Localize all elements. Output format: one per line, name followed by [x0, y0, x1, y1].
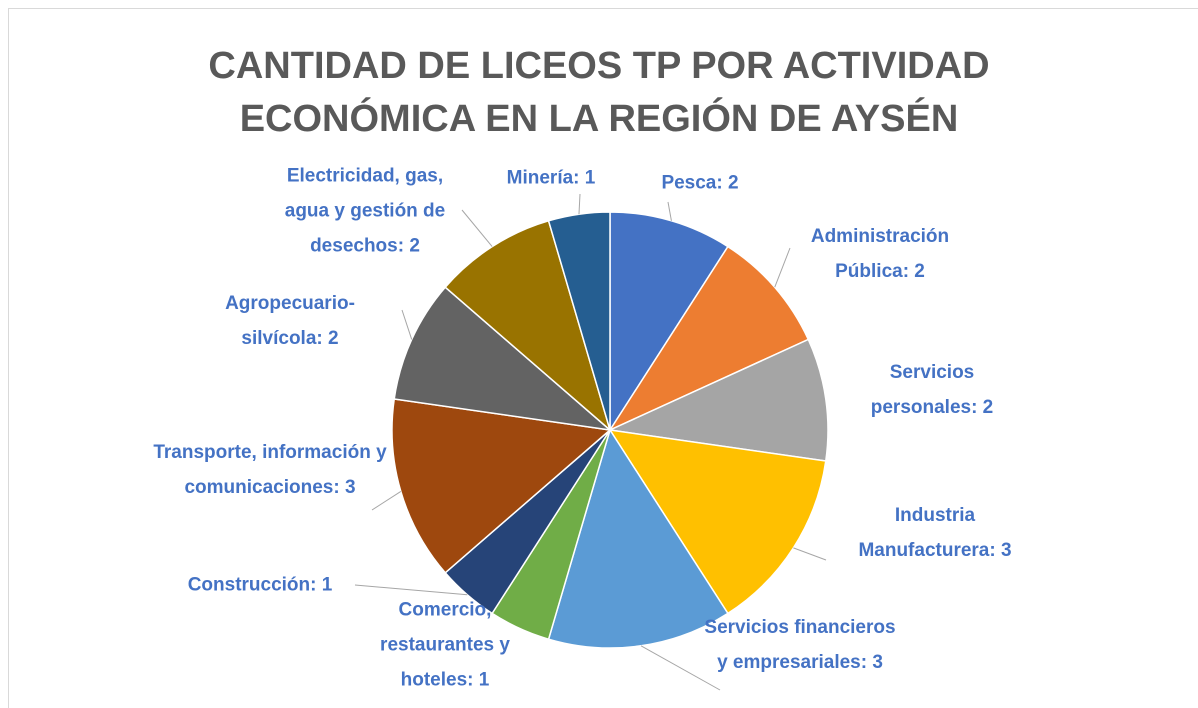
chart-title: CANTIDAD DE LICEOS TP POR ACTIVIDAD ECON… — [208, 45, 990, 140]
data-label: Agropecuario-silvícola: 2 — [225, 293, 355, 349]
leader-line — [461, 209, 493, 247]
data-label: Industria Manufacturera: 3 — [858, 505, 1012, 561]
pie-slice — [607, 245, 810, 432]
data-label: Electricidad, gas, agua y gestión de des… — [284, 165, 446, 257]
leader-line — [667, 201, 672, 221]
data-label: Servicios personales: 2 — [870, 362, 994, 418]
pie-slice — [547, 211, 611, 431]
leader-line — [371, 490, 402, 511]
leader-line — [793, 547, 827, 561]
data-label: Construcción: 1 — [187, 574, 333, 596]
leader-line — [401, 309, 413, 340]
data-label: Administración Pública: 2 — [810, 226, 950, 282]
leader-line — [578, 193, 581, 215]
data-label: Comercio, restaurantes y hoteles: 1 — [380, 599, 510, 691]
data-label: Minería: 1 — [506, 167, 596, 189]
pie-slice — [444, 219, 612, 433]
pie-slice — [391, 398, 612, 574]
data-label: Transporte, información y comunicaciones… — [153, 442, 387, 498]
pie-slice — [609, 211, 729, 433]
pie-slice — [547, 428, 729, 649]
data-label: Servicios financieros y empresariales: 3 — [704, 617, 896, 673]
data-label: Pesca: 2 — [661, 172, 739, 194]
leader-line — [774, 247, 791, 288]
leader-line — [354, 584, 468, 596]
pie-slice — [393, 286, 613, 432]
pie-slice — [607, 338, 829, 462]
chart-frame — [8, 8, 1198, 708]
leader-line — [640, 645, 721, 691]
